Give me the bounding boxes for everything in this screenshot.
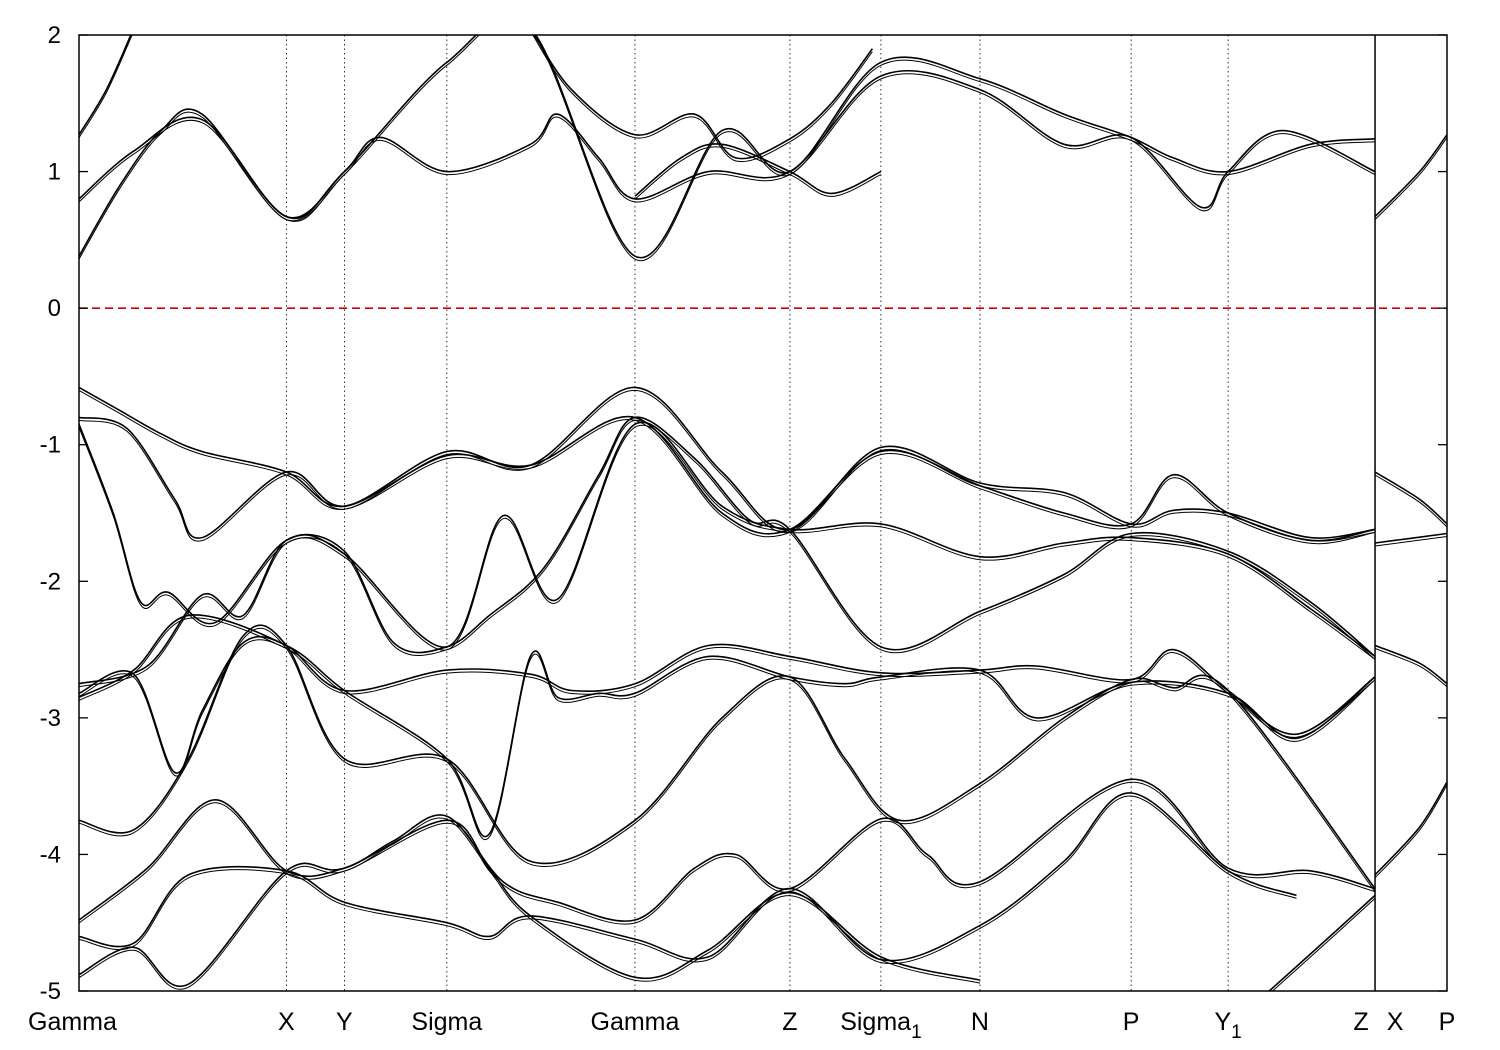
band-line-split — [79, 627, 1376, 892]
band-line — [79, 624, 1376, 890]
band-line-split — [1271, 898, 1376, 991]
band-series-layer — [79, 35, 1447, 991]
x-tick-label: Sigma — [411, 1008, 482, 1036]
band-line — [79, 614, 1376, 838]
band-line-split — [1374, 648, 1447, 688]
band-line — [79, 35, 1376, 259]
y-tick-label: -1 — [40, 432, 61, 459]
x-tick-label: P — [1439, 1008, 1456, 1036]
band-line — [79, 386, 1376, 539]
x-tick-label: Y — [336, 1008, 353, 1036]
band-line — [1374, 532, 1447, 544]
x-tick-label: Y1 — [1214, 1008, 1241, 1043]
band-line — [533, 35, 874, 160]
band-line — [1374, 134, 1447, 218]
x-tick-label: P — [1123, 1008, 1140, 1036]
x-tick-label: Gamma — [591, 1008, 680, 1036]
x-axis: Gamma X Y Sigma Gamma Z Sigma1 N P Y1 Z X P — [28, 1008, 1455, 1043]
band-line-split — [79, 822, 981, 990]
y-tick-label: -3 — [40, 705, 61, 732]
band-line-split — [79, 35, 133, 138]
band-line — [1374, 644, 1447, 685]
band-line-split — [1374, 784, 1447, 879]
y-tick-label: -4 — [40, 841, 61, 868]
band-line-split — [532, 35, 873, 163]
band-line-split — [79, 35, 1376, 262]
y-axis: 2 1 0 -1 -2 -3 -4 -5 — [40, 22, 1447, 1005]
y-tick-label: 1 — [48, 159, 61, 186]
band-line-split — [79, 424, 1376, 660]
band-line-split — [79, 389, 1376, 542]
x-tick-label: N — [971, 1008, 989, 1036]
x-tick-label: X — [1387, 1008, 1404, 1036]
x-tick-label: Z — [782, 1008, 797, 1036]
band-line — [1268, 894, 1376, 991]
band-line-split — [79, 419, 1376, 545]
band-line — [79, 635, 1376, 774]
x-tick-label: Sigma1 — [840, 1008, 921, 1043]
band-line-split — [634, 146, 882, 200]
band-line — [79, 35, 132, 136]
band-line — [79, 778, 1376, 922]
x-tick-label: Gamma — [28, 1008, 117, 1036]
y-tick-label: -5 — [40, 978, 61, 1005]
band-line-split — [79, 419, 1376, 688]
band-line — [79, 819, 981, 988]
y-tick-label: 0 — [48, 295, 61, 322]
band-line — [79, 421, 1376, 658]
plot-frame — [78, 34, 1448, 992]
band-line — [1374, 781, 1447, 876]
x-tick-label: Z — [1353, 1008, 1368, 1036]
band-line — [79, 792, 1297, 962]
band-line-split — [79, 795, 1297, 965]
band-line-split — [1374, 536, 1447, 547]
band-line — [79, 416, 1376, 685]
band-line-split — [1374, 474, 1447, 528]
y-tick-label: -2 — [40, 568, 61, 595]
band-line-split — [1374, 137, 1447, 220]
band-line — [1374, 471, 1447, 525]
band-line — [634, 143, 882, 197]
band-line — [79, 415, 1376, 542]
band-line-split — [79, 73, 1376, 222]
band-line — [79, 69, 1376, 219]
y-tick-label: 2 — [48, 22, 61, 49]
x-tick-label: X — [278, 1008, 295, 1036]
band-line-split — [79, 639, 1376, 777]
